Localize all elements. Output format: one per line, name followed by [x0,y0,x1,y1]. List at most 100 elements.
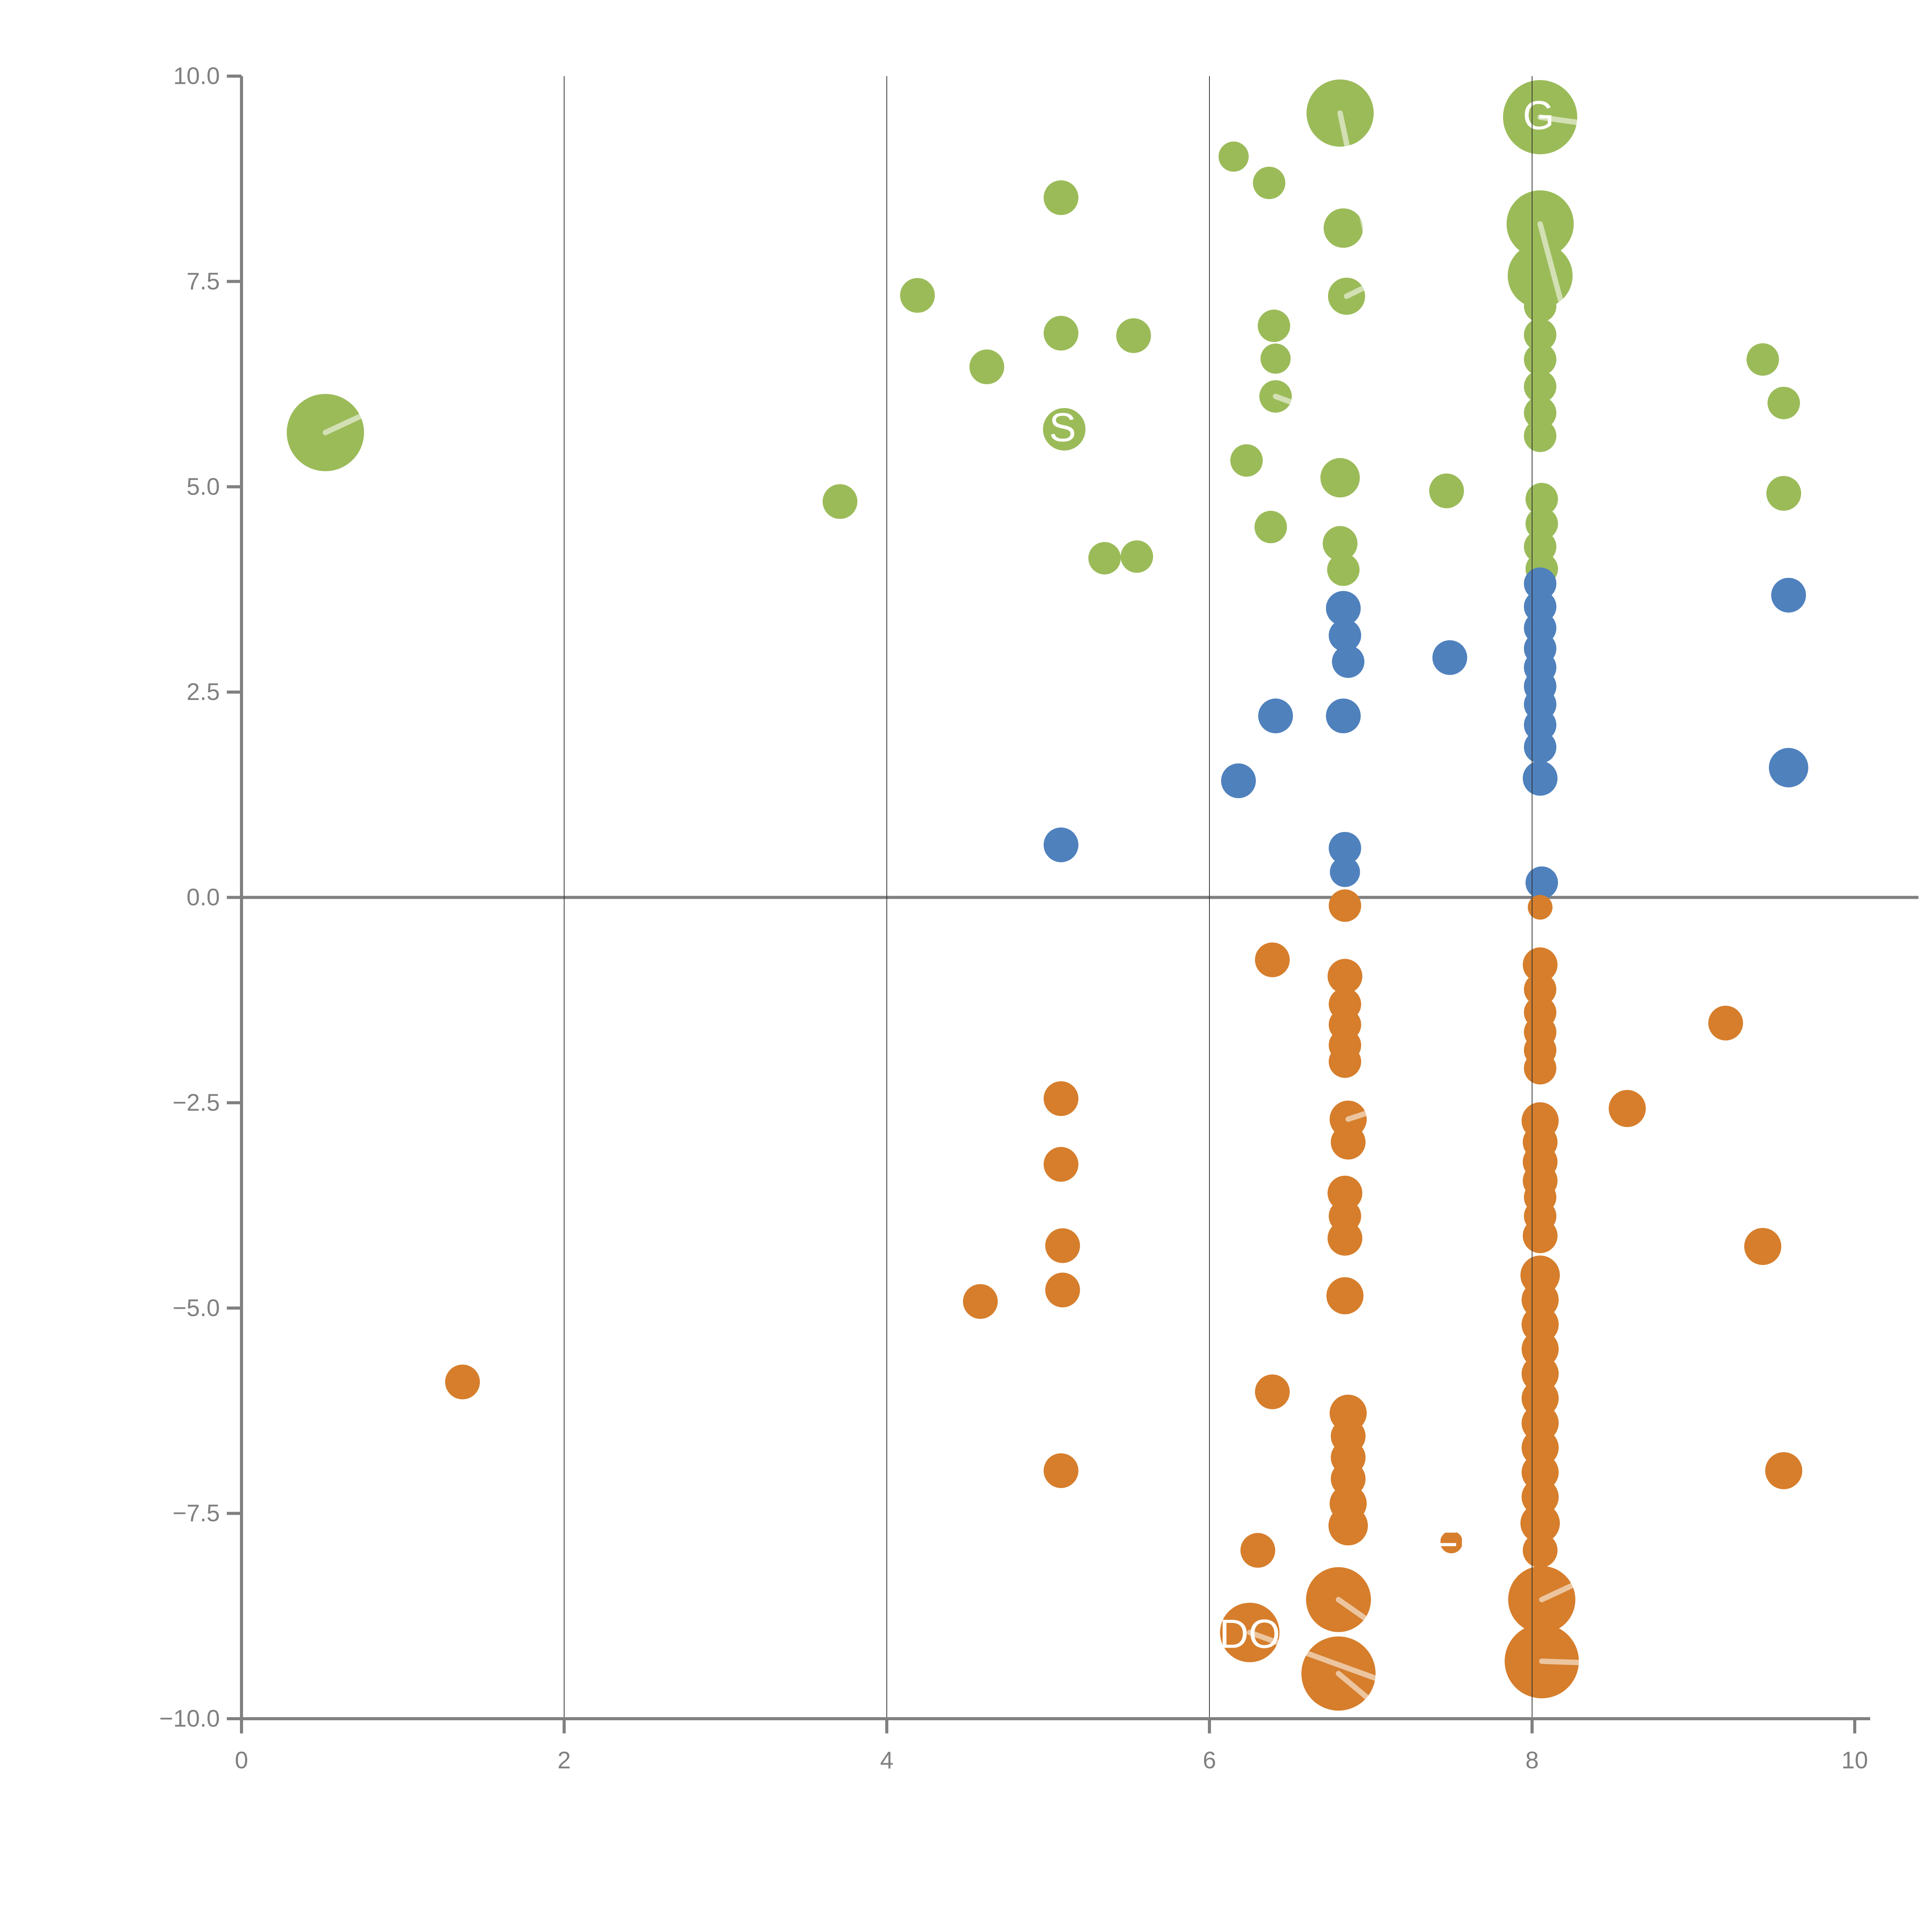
point-labels: G S DO FI [1049,93,1554,1657]
data-point[interactable] [1708,1005,1743,1041]
data-point[interactable] [1440,1531,1463,1554]
data-point[interactable] [1255,1374,1290,1410]
data-point[interactable] [969,349,1004,384]
y-tick-label: 5.0 [187,473,220,500]
data-point[interactable] [1328,832,1361,864]
data-point[interactable] [1527,895,1553,920]
label-leader-lines [323,110,1695,1761]
leader-line [1537,221,1573,339]
x-tick-label: 6 [1203,1747,1216,1774]
data-point[interactable] [1218,141,1249,172]
leader-line [1537,114,1650,135]
data-point[interactable] [1766,476,1801,511]
gridlines [564,76,1532,1719]
data-point[interactable] [1429,473,1464,509]
x-tick-label: 4 [880,1747,893,1774]
data-point[interactable] [1522,761,1558,796]
data-point[interactable] [1320,458,1360,498]
data-point[interactable] [1328,1506,1368,1546]
data-point[interactable] [1432,640,1468,675]
data-point[interactable] [1230,444,1263,477]
point-label: FI [1434,1521,1469,1566]
data-point[interactable] [1326,1277,1364,1315]
data-point[interactable] [1520,1503,1560,1543]
y-tick-label: −10.0 [159,1706,220,1732]
leader-line [1344,243,1454,299]
leader-line [1337,110,1385,313]
x-tick-label: 8 [1526,1747,1539,1774]
data-point[interactable] [1524,731,1556,764]
data-point[interactable] [1765,1452,1803,1490]
x-tick-label: 0 [235,1747,248,1774]
data-point[interactable] [1326,698,1361,733]
leader-line [1336,1671,1442,1761]
data-point[interactable] [1526,866,1558,899]
data-point[interactable] [1326,591,1361,626]
data-point[interactable] [1524,290,1556,323]
data-point[interactable] [963,1284,998,1319]
data-point[interactable] [1330,857,1360,887]
data-point[interactable] [1088,542,1121,575]
data-point[interactable] [1043,1081,1078,1116]
data-point[interactable] [1327,959,1362,994]
data-point[interactable] [1524,1052,1556,1085]
data-point[interactable] [1258,310,1290,342]
data-point[interactable] [1526,507,1558,540]
y-tick-label: 7.5 [187,268,220,295]
data-point[interactable] [1327,1175,1362,1211]
data-point[interactable] [1767,386,1800,419]
leader-line [1539,1658,1664,1668]
data-point[interactable] [1747,343,1779,376]
data-point[interactable] [1043,316,1078,351]
data-point[interactable] [1045,1228,1080,1263]
point-label: S [1049,405,1076,450]
data-point[interactable] [1522,947,1558,982]
data-point[interactable] [1121,540,1153,573]
data-point[interactable] [1328,889,1361,922]
leader-line [1247,1629,1405,1691]
data-point[interactable] [1258,698,1293,733]
y-tick-label: 0.0 [187,884,220,911]
data-point[interactable] [1254,510,1287,543]
data-point[interactable] [1526,483,1558,515]
data-point[interactable] [1043,827,1078,862]
data-point[interactable] [1221,763,1256,798]
data-point[interactable] [1260,344,1291,374]
data-point[interactable] [1323,208,1363,248]
y-tick-label: −5.0 [173,1295,220,1321]
data-point[interactable] [1240,1533,1276,1568]
data-point[interactable] [1609,1090,1646,1127]
data-point[interactable] [1331,1124,1366,1160]
data-point[interactable] [1522,1218,1558,1253]
data-point[interactable] [1524,419,1556,452]
data-point[interactable] [1043,180,1078,215]
leader-line [1345,1083,1454,1122]
data-point[interactable] [1043,408,1086,451]
data-point[interactable] [1255,942,1290,978]
data-point[interactable] [1769,748,1808,787]
data-point[interactable] [1045,1272,1080,1308]
data-point[interactable] [1328,619,1361,652]
point-label: G [1523,93,1554,138]
data-point[interactable] [445,1364,480,1400]
leader-line [1273,393,1380,436]
data-point[interactable] [1327,553,1360,586]
data-point[interactable] [1323,526,1358,561]
data-point[interactable] [1744,1228,1782,1265]
y-tick-label: −2.5 [173,1089,220,1116]
data-point[interactable] [1328,1045,1361,1078]
leader-line [1336,1597,1462,1687]
data-point[interactable] [1327,1221,1362,1256]
data-point[interactable] [1332,645,1365,678]
data-point[interactable] [1771,578,1806,613]
data-point[interactable] [900,278,935,313]
data-point[interactable] [822,484,857,519]
data-point[interactable] [1043,1453,1078,1488]
point-label: DO [1219,1612,1281,1657]
data-point[interactable] [1043,1147,1078,1182]
data-point[interactable] [1522,1533,1558,1568]
data-point[interactable] [1253,167,1286,199]
data-point[interactable] [1116,318,1151,353]
